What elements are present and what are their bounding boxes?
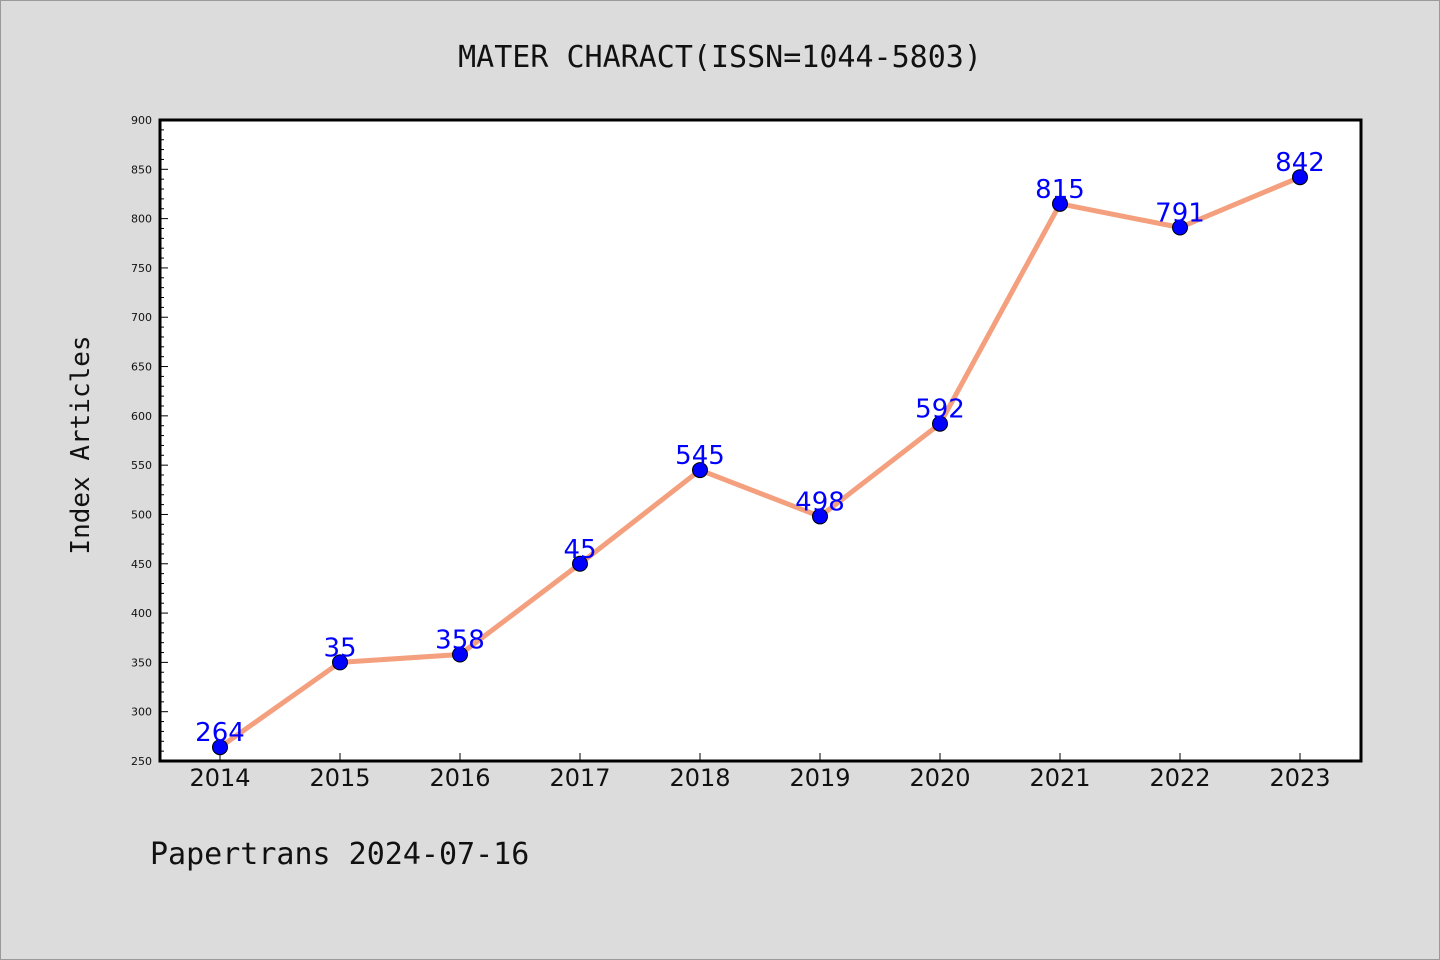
- data-point: [452, 646, 468, 663]
- data-label: 45: [563, 535, 596, 565]
- series-line: [218, 174, 1301, 750]
- y-tick-label: 450: [131, 558, 152, 571]
- data-point: [1052, 195, 1068, 212]
- y-tick-label: 900: [131, 114, 152, 127]
- plot-area: [160, 120, 1361, 761]
- x-tick-label: 2021: [1029, 764, 1090, 792]
- y-tick-label: 750: [131, 262, 152, 275]
- x-tick-label: 2017: [549, 764, 610, 792]
- data-labels: 264 35 358 45 545 498 592 815 791 842: [195, 148, 1325, 748]
- y-tick-label: 250: [131, 755, 152, 768]
- y-tick-label: 600: [131, 410, 152, 423]
- data-point: [692, 462, 708, 479]
- data-label: 545: [675, 441, 725, 471]
- plot-border: [158, 118, 1363, 763]
- data-label: 264: [195, 718, 245, 748]
- data-label: 842: [1275, 148, 1325, 178]
- data-label: 592: [915, 395, 965, 425]
- x-tick-label: 2019: [789, 764, 850, 792]
- data-point: [1172, 219, 1188, 236]
- x-tick-label: 2018: [669, 764, 730, 792]
- y-tick-label: 400: [131, 607, 152, 620]
- chart-title: MATER CHARACT(ISSN=1044-5803): [458, 40, 982, 75]
- x-axis-ticks: 2014 2015 2016 2017 2018 2019 2020 2021 2022 2023: [189, 753, 1331, 792]
- x-tick-label: 2016: [429, 764, 490, 792]
- data-label: 358: [435, 625, 485, 655]
- x-tick-label: 2023: [1269, 764, 1330, 792]
- data-label: 815: [1035, 175, 1085, 205]
- data-point: [572, 555, 588, 572]
- x-tick-label: 2015: [309, 764, 370, 792]
- data-label: 35: [323, 633, 356, 663]
- data-point: [1292, 169, 1308, 186]
- y-tick-label: 800: [131, 213, 152, 226]
- data-label: 498: [795, 487, 845, 517]
- y-axis-label: Index Articles: [66, 335, 96, 554]
- data-point: [212, 739, 228, 756]
- y-tick-label: 850: [131, 163, 152, 176]
- footer-stamp: Papertrans 2024-07-16: [150, 837, 529, 872]
- y-axis-ticks: 250 300 350 400 450 500 550 600 650 700 750 800 850 9…: [131, 114, 168, 768]
- y-tick-label: 350: [131, 656, 152, 669]
- y-tick-label: 500: [131, 508, 152, 521]
- y-tick-label: 550: [131, 459, 152, 472]
- data-markers: [212, 169, 1308, 756]
- data-point: [812, 508, 828, 525]
- x-tick-label: 2014: [189, 764, 250, 792]
- data-point: [332, 654, 348, 671]
- data-label: 791: [1155, 198, 1205, 228]
- x-tick-label: 2020: [909, 764, 970, 792]
- y-tick-label: 650: [131, 361, 152, 374]
- x-tick-label: 2022: [1149, 764, 1210, 792]
- y-tick-label: 700: [131, 311, 152, 324]
- y-tick-label: 300: [131, 706, 152, 719]
- data-point: [932, 415, 948, 432]
